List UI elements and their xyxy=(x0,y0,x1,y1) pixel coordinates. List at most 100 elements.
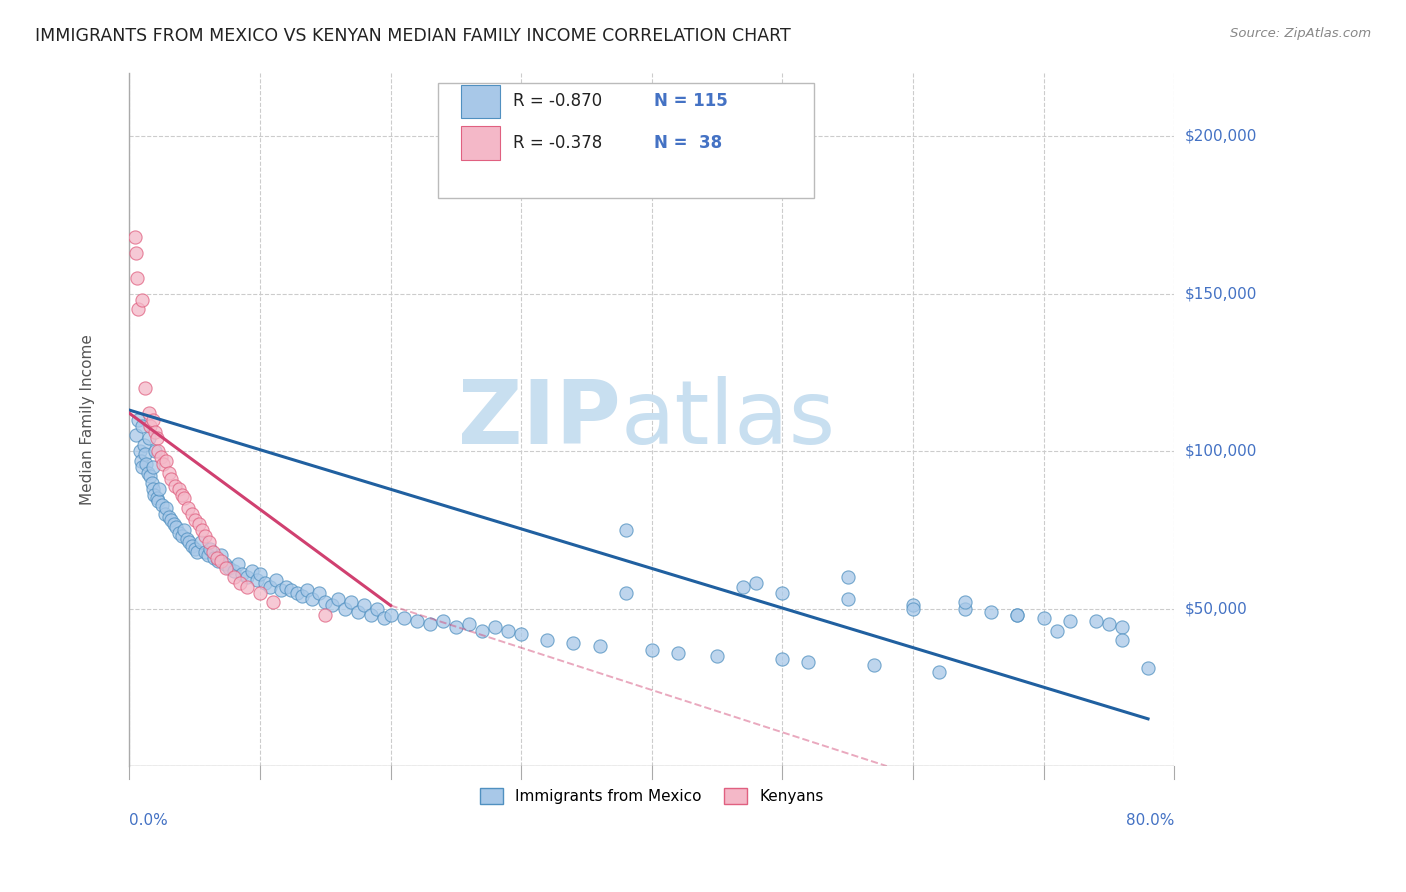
Point xyxy=(928,665,950,679)
Point xyxy=(128,412,150,426)
Point xyxy=(176,533,198,547)
Point xyxy=(149,450,172,465)
Point xyxy=(131,459,153,474)
Point xyxy=(291,589,314,603)
Text: N =  38: N = 38 xyxy=(654,134,721,152)
Point xyxy=(432,614,454,628)
Point xyxy=(240,564,263,578)
Point xyxy=(138,432,160,446)
Point xyxy=(200,541,222,556)
Point xyxy=(301,592,323,607)
Point xyxy=(183,541,205,556)
Point xyxy=(139,469,162,483)
Point xyxy=(173,523,195,537)
Text: IMMIGRANTS FROM MEXICO VS KENYAN MEDIAN FAMILY INCOME CORRELATION CHART: IMMIGRANTS FROM MEXICO VS KENYAN MEDIAN … xyxy=(35,27,792,45)
Point xyxy=(170,488,193,502)
Bar xyxy=(461,127,501,160)
Point xyxy=(562,636,585,650)
Text: atlas: atlas xyxy=(620,376,835,463)
Point xyxy=(314,607,336,622)
Legend: Immigrants from Mexico, Kenyans: Immigrants from Mexico, Kenyans xyxy=(474,782,830,811)
Point xyxy=(1098,617,1121,632)
Point xyxy=(745,576,768,591)
Point xyxy=(198,535,221,549)
Text: 0.0%: 0.0% xyxy=(129,814,169,829)
Point xyxy=(134,381,156,395)
Point xyxy=(202,551,225,566)
Point xyxy=(588,640,610,654)
Point xyxy=(614,523,637,537)
Point xyxy=(197,548,219,562)
Point xyxy=(953,595,976,609)
Point xyxy=(254,576,277,591)
Point xyxy=(190,535,212,549)
Point xyxy=(218,560,240,574)
Point xyxy=(264,573,287,587)
Point xyxy=(163,516,186,531)
Point xyxy=(706,648,728,663)
Point xyxy=(222,564,245,578)
Point xyxy=(444,620,467,634)
Point xyxy=(901,601,924,615)
Point xyxy=(666,646,689,660)
Point xyxy=(280,582,302,597)
Point xyxy=(1007,607,1029,622)
Point xyxy=(128,302,150,317)
Point xyxy=(160,472,183,486)
Point xyxy=(207,554,229,568)
Point xyxy=(142,459,165,474)
Point xyxy=(148,482,170,496)
Point xyxy=(191,523,214,537)
Point xyxy=(215,560,238,574)
Point xyxy=(536,633,558,648)
Point xyxy=(125,428,148,442)
Point xyxy=(770,652,793,666)
Point xyxy=(405,614,427,628)
Point xyxy=(246,573,269,587)
Point xyxy=(141,475,163,490)
Point xyxy=(155,453,177,467)
Point xyxy=(183,513,205,527)
Point xyxy=(136,466,159,480)
Point xyxy=(139,418,162,433)
Point xyxy=(285,586,308,600)
Point xyxy=(222,570,245,584)
Point xyxy=(131,418,153,433)
Point xyxy=(1032,611,1054,625)
Point xyxy=(419,617,441,632)
Point xyxy=(236,580,259,594)
Text: $100,000: $100,000 xyxy=(1185,443,1257,458)
Point xyxy=(187,516,209,531)
Point xyxy=(153,507,176,521)
Point xyxy=(249,586,271,600)
Point xyxy=(145,444,167,458)
Point xyxy=(132,438,155,452)
Point xyxy=(201,545,224,559)
Point xyxy=(157,466,180,480)
Point xyxy=(1059,614,1081,628)
Point xyxy=(194,529,217,543)
Point xyxy=(770,586,793,600)
Point xyxy=(295,582,318,597)
Point xyxy=(321,599,343,613)
Point xyxy=(165,479,187,493)
Point xyxy=(146,494,169,508)
Point xyxy=(157,510,180,524)
Point xyxy=(1111,633,1133,648)
Point xyxy=(152,457,174,471)
Point xyxy=(177,500,200,515)
Point xyxy=(129,453,152,467)
Point xyxy=(373,611,395,625)
Text: ZIP: ZIP xyxy=(458,376,620,463)
Point xyxy=(496,624,519,638)
Point xyxy=(458,617,481,632)
Point xyxy=(314,595,336,609)
Point xyxy=(249,566,271,581)
Point xyxy=(231,566,253,581)
Point xyxy=(380,607,402,622)
Point xyxy=(205,551,228,566)
Point xyxy=(167,482,190,496)
Point xyxy=(262,595,284,609)
Point xyxy=(328,592,350,607)
Point xyxy=(214,558,236,572)
